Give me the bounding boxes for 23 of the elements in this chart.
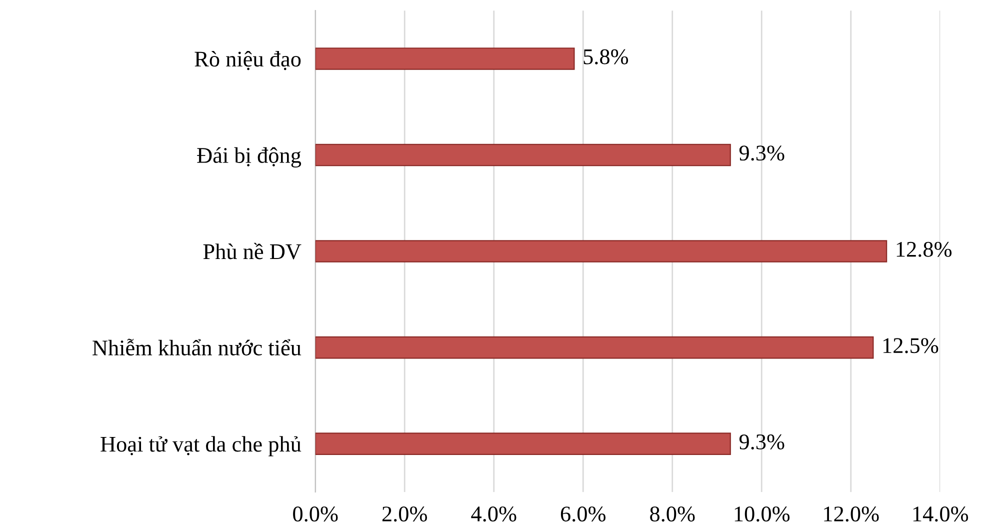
y-tick-label: Nhiễm khuẩn nước tiểu [92,338,302,356]
x-tick-label: 0.0% [293,506,338,522]
x-tick-label: 10.0% [734,506,790,522]
bar [315,48,575,70]
data-label: 9.3% [739,434,784,450]
data-label: 12.8% [896,242,952,257]
data-label: 12.5% [883,338,938,354]
x-tick-label: 8.0% [650,506,695,522]
x-tick-label: 14.0% [913,506,968,522]
bar [315,336,874,359]
x-tick-label: 2.0% [382,506,428,522]
data-label: 5.8% [584,49,628,64]
x-tick-label: 6.0% [560,506,606,522]
bar [315,432,731,455]
bar [315,144,731,166]
y-tick-label: Rò niệu đạo [194,50,301,70]
data-label: 9.3% [739,146,784,161]
x-tick-label: 4.0% [471,506,516,522]
y-tick-label: Hoại tử vạt da che phủ [100,436,302,456]
bar [315,240,888,262]
x-tick-label: 12.0% [824,506,879,522]
y-tick-label: Phù nề DV [203,242,302,260]
y-tick-label: Đái bị động [197,147,302,168]
